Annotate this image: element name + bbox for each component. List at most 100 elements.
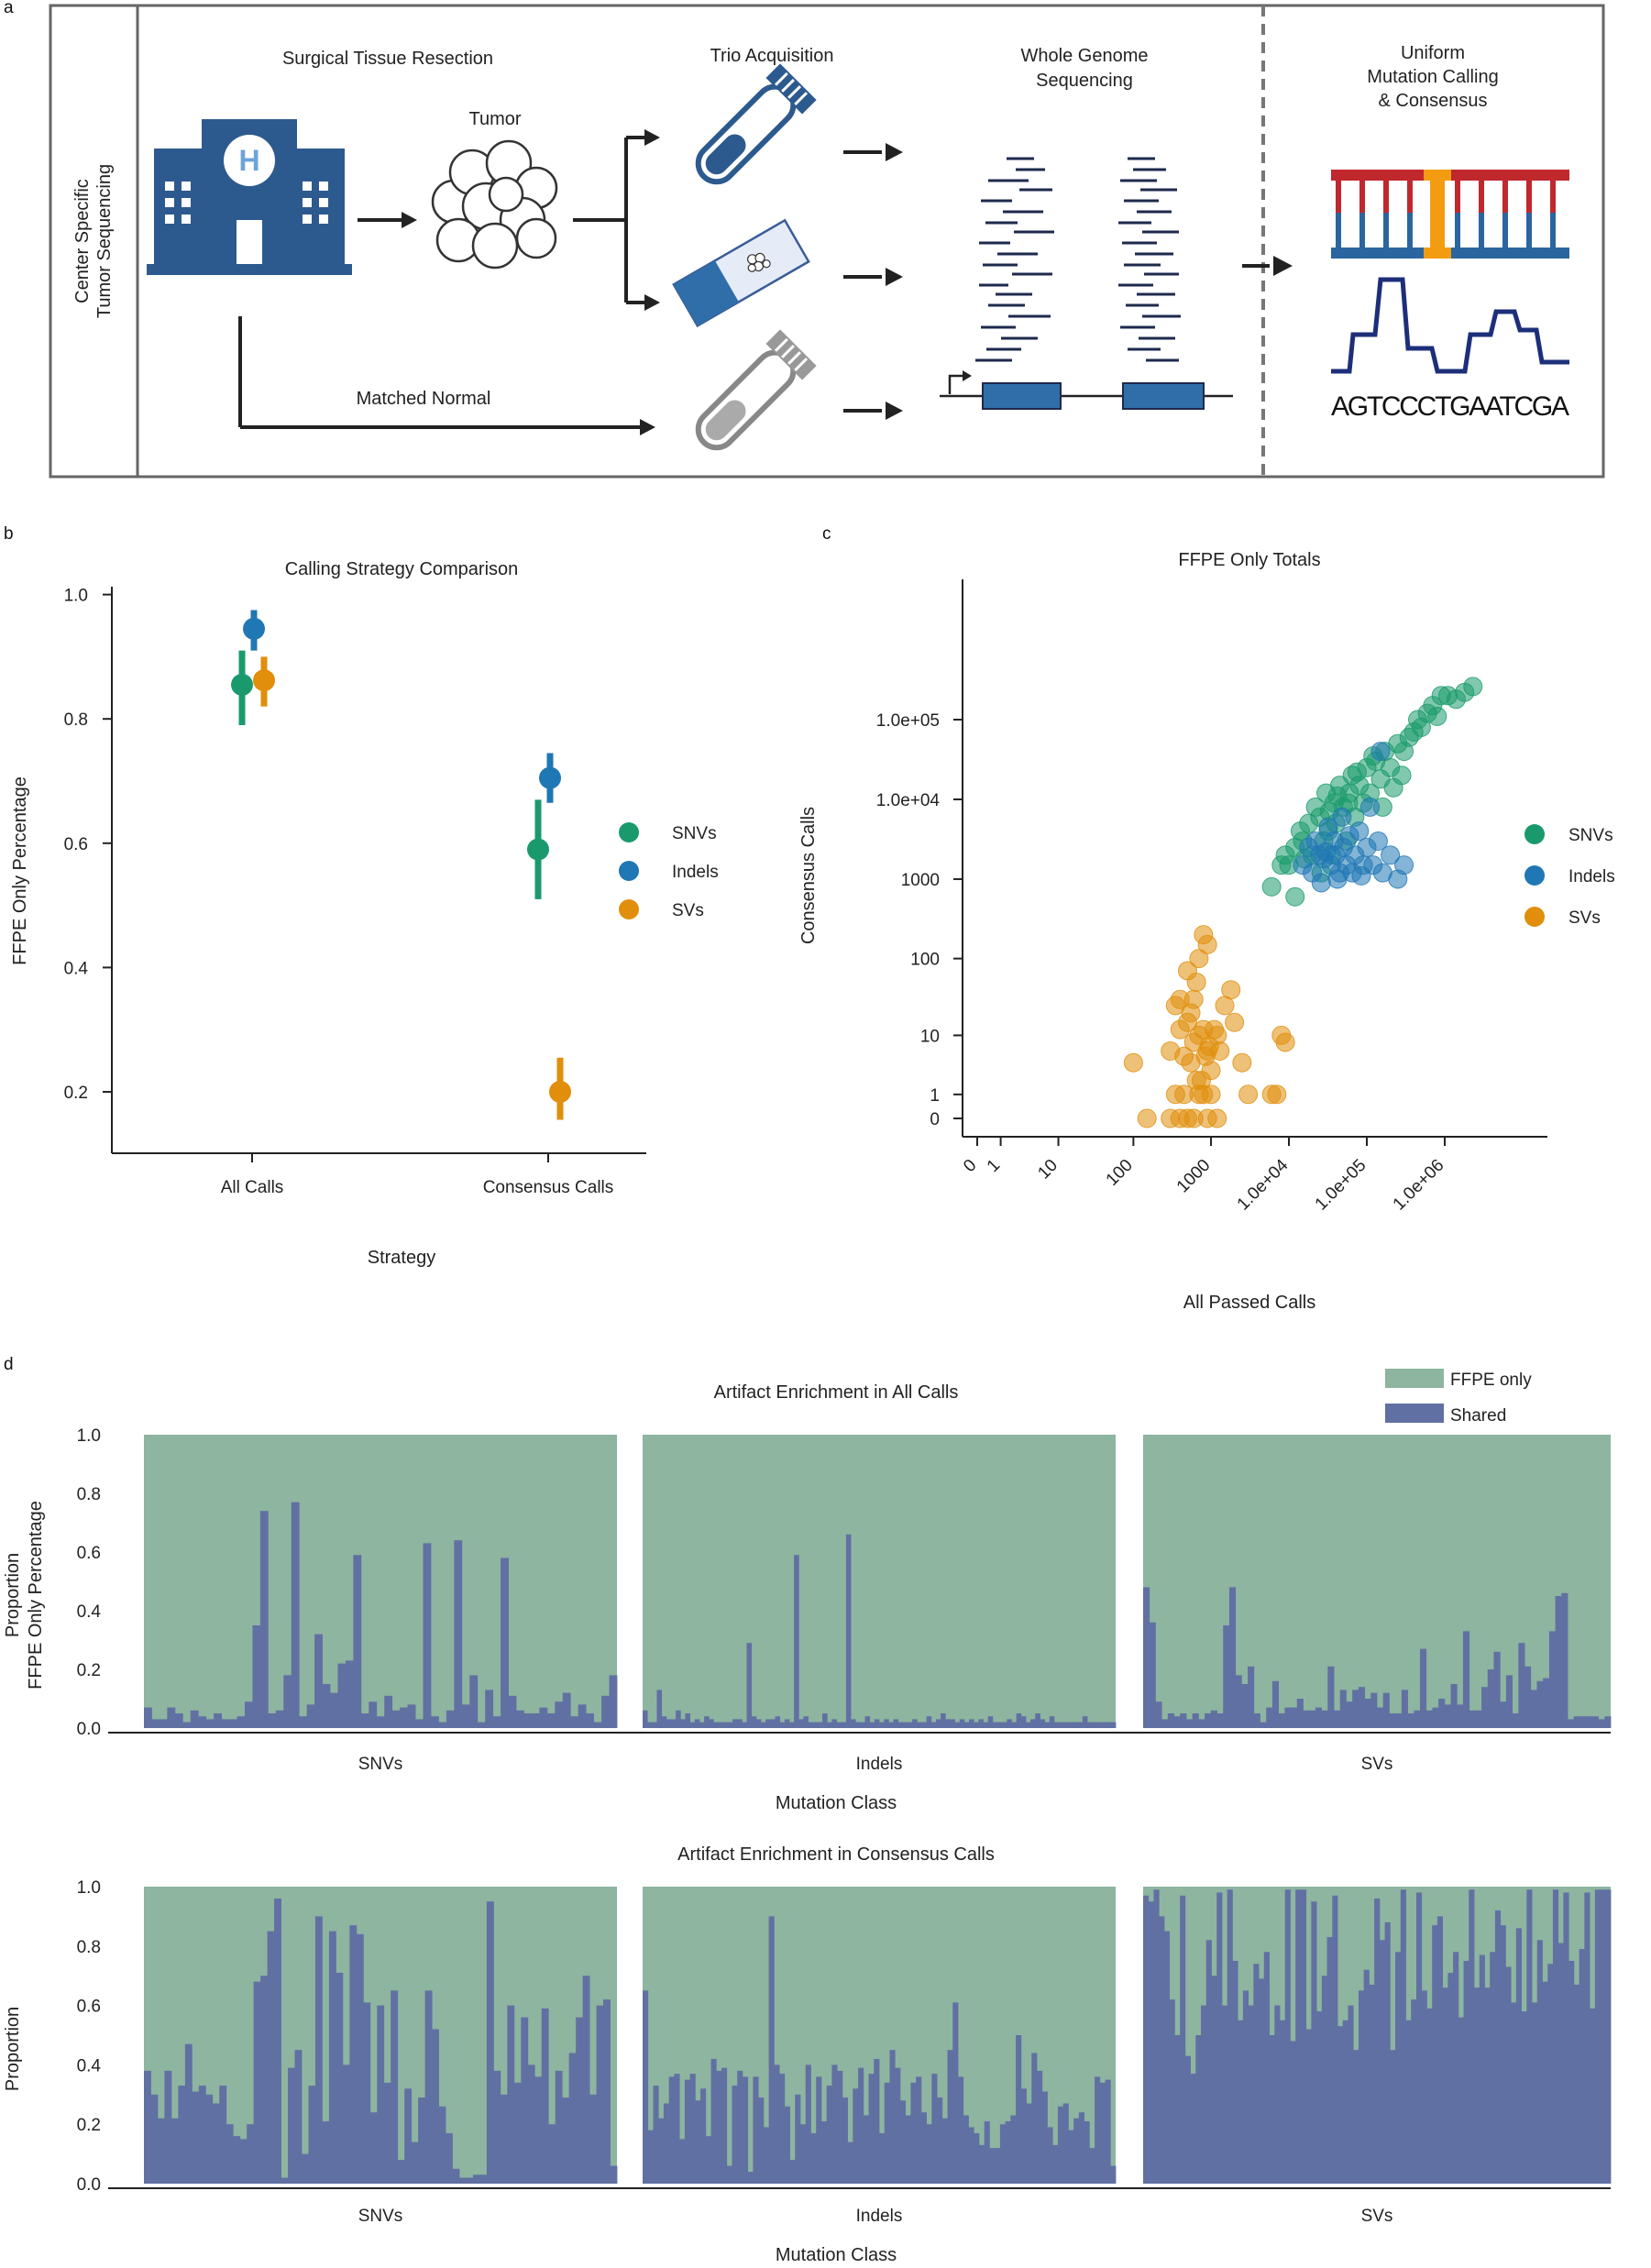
d1-bar-svs-70 bbox=[1573, 1716, 1580, 1728]
d1-bar-indels-67 bbox=[959, 1719, 965, 1728]
d1-bar-indels-79 bbox=[1016, 1713, 1022, 1728]
d2-bar-svs-33 bbox=[1316, 2011, 1323, 2184]
d2-bar-svs-49 bbox=[1400, 1889, 1406, 2184]
c-point-indels-30 bbox=[1327, 869, 1348, 889]
panel-c-title: FFPE Only Totals bbox=[1178, 550, 1320, 570]
d2-bar-indels-15 bbox=[721, 2067, 728, 2184]
d1-bar-indels-10 bbox=[689, 1722, 696, 1728]
d1-bar-snvs-33 bbox=[400, 1707, 409, 1728]
d2-bar-svs-44 bbox=[1374, 1898, 1381, 2184]
d2-bar-snvs-64 bbox=[582, 1976, 590, 2184]
d2-bar-indels-19 bbox=[742, 2076, 749, 2184]
d2-bar-svs-82 bbox=[1573, 1984, 1580, 2184]
d2-bar-indels-60 bbox=[958, 2076, 964, 2184]
d2-bar-svs-21 bbox=[1253, 1964, 1260, 2184]
d2-bar-svs-73 bbox=[1526, 1889, 1533, 2184]
panel-c-letter: c bbox=[822, 524, 831, 544]
d1-bar-svs-25 bbox=[1296, 1699, 1304, 1728]
d2-ytick-label-4: 0.8 bbox=[77, 1938, 101, 1957]
panel-b-y-ticks: 0.2 0.4 0.6 0.8 1.0 bbox=[64, 587, 112, 1103]
tumor-cells-icon bbox=[431, 139, 558, 270]
gene-model-icon bbox=[940, 370, 1233, 410]
d1-ytick-label-1: 0.2 bbox=[77, 1661, 101, 1680]
d2-ytick-label-3: 0.6 bbox=[77, 1998, 101, 2017]
d2-bar-svs-32 bbox=[1311, 1901, 1317, 2184]
d1-bar-snvs-27 bbox=[353, 1555, 362, 1728]
c-point-indels-23 bbox=[1368, 831, 1388, 851]
d2-bar-indels-22 bbox=[758, 2097, 765, 2184]
d1-bar-svs-68 bbox=[1561, 1592, 1568, 1728]
legend-c-indel: Indels bbox=[1568, 867, 1615, 886]
d1-y-ticks: 0.0 0.2 0.4 0.6 0.8 1.0 bbox=[77, 1426, 102, 1739]
d1-bar-indels-55 bbox=[902, 1722, 908, 1728]
d2-bar-svs-28 bbox=[1290, 2041, 1296, 2184]
d1-bar-svs-35 bbox=[1358, 1687, 1365, 1728]
d1-bar-snvs-15 bbox=[259, 1511, 269, 1728]
d1-bar-svs-49 bbox=[1444, 1704, 1451, 1728]
c-point-snvs-45 bbox=[1463, 677, 1483, 697]
c-point-svs-33 bbox=[1225, 1012, 1245, 1032]
d1-bar-snvs-59 bbox=[601, 1695, 610, 1728]
d2-bar-svs-64 bbox=[1479, 1954, 1485, 2184]
d1-bar-snvs-32 bbox=[391, 1710, 401, 1728]
c-point-indels-12 bbox=[1332, 807, 1352, 827]
d1-bar-svs-66 bbox=[1548, 1631, 1557, 1728]
d1-bar-snvs-24 bbox=[330, 1692, 338, 1728]
d1-bar-indels-33 bbox=[798, 1719, 804, 1728]
d1-bar-svs-39 bbox=[1382, 1692, 1390, 1728]
d2-bar-indels-25 bbox=[774, 2064, 780, 2184]
d2-bar-indels-23 bbox=[763, 2127, 769, 2184]
uniform-label-line1: Uniform bbox=[1401, 43, 1465, 63]
d1-bar-indels-19 bbox=[732, 1719, 738, 1728]
d2-bar-snvs-9 bbox=[205, 2094, 214, 2184]
d1-ytick-label-0: 0.0 bbox=[77, 1720, 101, 1739]
d2-bar-indels-72 bbox=[1020, 2088, 1027, 2184]
side-label-line1: Center Specific bbox=[72, 179, 93, 303]
d2-bar-svs-8 bbox=[1184, 2055, 1191, 2184]
d2-bar-indels-62 bbox=[968, 2127, 974, 2184]
d1-bar-svs-53 bbox=[1469, 1710, 1476, 1728]
d1-bar-svs-7 bbox=[1185, 1719, 1194, 1728]
d2-bar-indels-30 bbox=[800, 2124, 807, 2184]
d1-facet-bg-svs bbox=[1143, 1435, 1611, 1728]
d1-xlabel: Mutation Class bbox=[776, 1793, 897, 1813]
d1-bar-indels-76 bbox=[1002, 1722, 1007, 1728]
d2-bar-svs-67 bbox=[1494, 1910, 1502, 2184]
d2-bar-snvs-37 bbox=[397, 2160, 405, 2184]
d2-bar-indels-83 bbox=[1078, 2112, 1084, 2184]
d1-bar-snvs-21 bbox=[306, 1704, 315, 1728]
d2-bar-svs-47 bbox=[1390, 2050, 1396, 2184]
d2-bar-svs-41 bbox=[1358, 1990, 1365, 2184]
d2-bar-svs-31 bbox=[1305, 2029, 1312, 2184]
c-point-snvs-46 bbox=[1285, 886, 1305, 907]
d2-bar-svs-59 bbox=[1453, 1952, 1459, 2184]
d1-bar-snvs-7 bbox=[198, 1716, 207, 1728]
d2-bar-svs-46 bbox=[1384, 1921, 1391, 2184]
d1-bar-svs-18 bbox=[1253, 1713, 1260, 1728]
d1-bar-svs-42 bbox=[1401, 1690, 1408, 1728]
d2-bar-svs-39 bbox=[1348, 2005, 1354, 2184]
legend-b-sv: SVs bbox=[672, 901, 704, 920]
d2-bar-svs-66 bbox=[1490, 1952, 1496, 2184]
d2-bar-snvs-19 bbox=[274, 1898, 281, 2184]
c-point-indels-21 bbox=[1360, 797, 1381, 817]
c-point-indels-25 bbox=[1381, 845, 1401, 865]
d1-bar-snvs-42 bbox=[469, 1675, 479, 1728]
panel-c: c FFPE Only Totals 011010010001.0e+041.0… bbox=[798, 524, 1615, 1313]
d1-bar-svs-16 bbox=[1241, 1684, 1249, 1728]
d1-bar-indels-40 bbox=[831, 1719, 837, 1728]
d1-bar-svs-74 bbox=[1598, 1719, 1605, 1728]
d1-bar-svs-51 bbox=[1457, 1704, 1464, 1728]
d2-facet-label-snvs: SNVs bbox=[358, 2207, 403, 2226]
d1-bar-snvs-17 bbox=[275, 1710, 284, 1728]
d2-bar-indels-4 bbox=[663, 2103, 670, 2184]
d1-bar-indels-63 bbox=[941, 1713, 946, 1728]
d1-bar-snvs-22 bbox=[314, 1634, 323, 1728]
legend-ffpe-swatch bbox=[1385, 1369, 1444, 1388]
d2-bar-snvs-30 bbox=[349, 1925, 358, 2184]
d2-bar-indels-54 bbox=[926, 2124, 932, 2184]
d2-bar-indels-69 bbox=[1005, 2120, 1011, 2184]
d2-bar-svs-42 bbox=[1363, 1969, 1370, 2184]
d2-xlabel: Mutation Class bbox=[776, 2245, 897, 2263]
d1-bar-indels-49 bbox=[874, 1719, 880, 1728]
